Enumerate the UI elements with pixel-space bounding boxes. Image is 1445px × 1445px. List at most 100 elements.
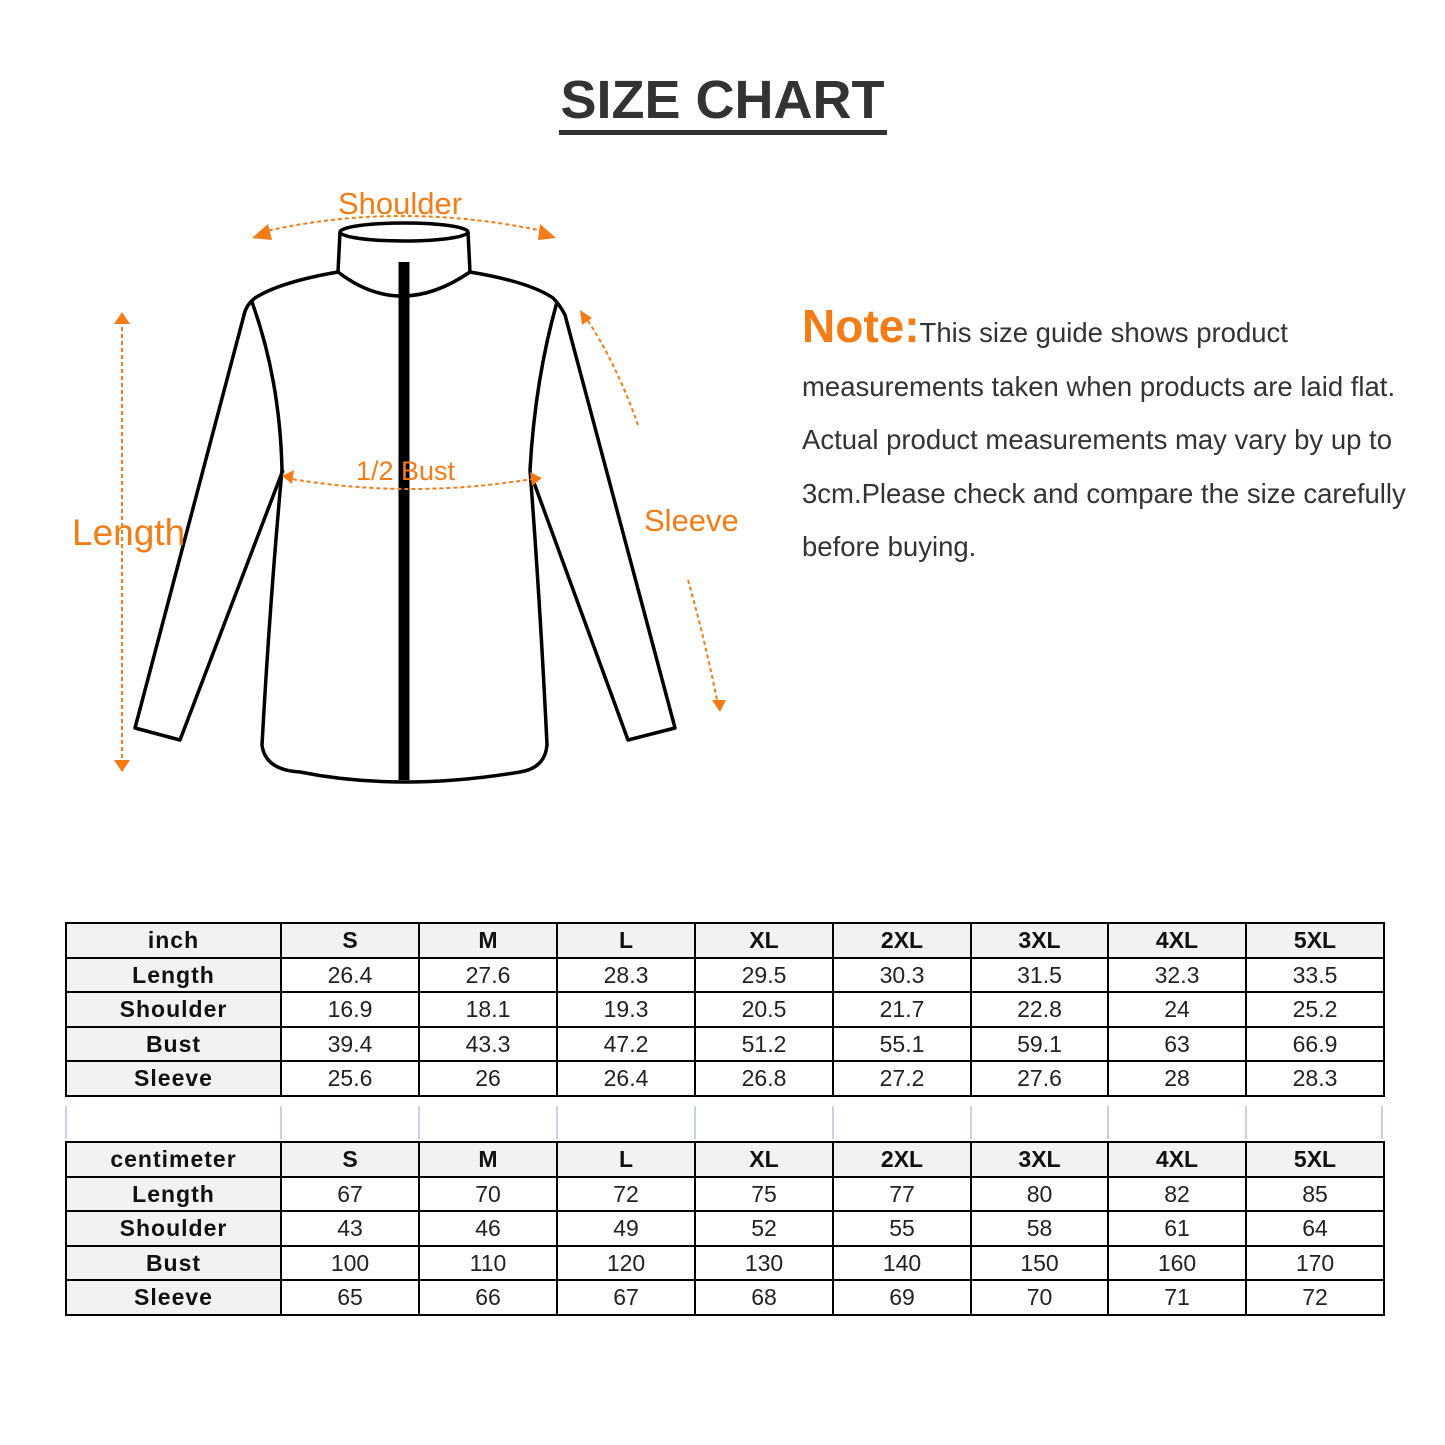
size-header: 2XL	[832, 922, 972, 959]
note: Note:This size guide shows product measu…	[802, 300, 1422, 574]
table-header-row: centimeter S M L XL 2XL 3XL 4XL 5XL	[65, 1141, 1385, 1178]
size-header: XL	[694, 1141, 834, 1178]
table-row: Bust 39.4 43.3 47.2 51.2 55.1 59.1 63 66.9	[65, 1025, 1385, 1062]
size-header: 2XL	[832, 1141, 972, 1178]
unit-header: centimeter	[65, 1141, 282, 1178]
measurement-cell: 77	[832, 1175, 972, 1212]
row-label: Length	[65, 956, 282, 993]
measurement-cell: 69	[832, 1279, 972, 1316]
table-row: Length 67 70 72 75 77 80 82 85	[65, 1175, 1385, 1212]
measurement-cell: 65	[280, 1279, 420, 1316]
measurement-cell: 70	[970, 1279, 1109, 1316]
unit-header: inch	[65, 922, 282, 959]
row-label: Sleeve	[65, 1060, 282, 1097]
measurement-cell: 25.2	[1245, 991, 1385, 1028]
measurement-cell: 28.3	[1245, 1060, 1385, 1097]
size-header: S	[280, 922, 420, 959]
sleeve-label: Sleeve	[644, 503, 739, 538]
row-label: Bust	[65, 1025, 282, 1062]
measurement-cell: 16.9	[280, 991, 420, 1028]
measurement-cell: 72	[1245, 1279, 1385, 1316]
measurement-cell: 120	[556, 1244, 696, 1281]
measurement-cell: 71	[1107, 1279, 1247, 1316]
measurement-cell: 59.1	[970, 1025, 1109, 1062]
measurement-cell: 67	[280, 1175, 420, 1212]
measurement-cell: 25.6	[280, 1060, 420, 1097]
shoulder-label: Shoulder	[338, 186, 463, 221]
measurement-cell: 19.3	[556, 991, 696, 1028]
table-row: Shoulder 43 46 49 52 55 58 61 64	[65, 1210, 1385, 1247]
size-header: XL	[694, 922, 834, 959]
measurement-cell: 72	[556, 1175, 696, 1212]
measurement-cell: 63	[1107, 1025, 1247, 1062]
measurement-cell: 47.2	[556, 1025, 696, 1062]
measurement-cell: 150	[970, 1244, 1109, 1281]
measurement-cell: 82	[1107, 1175, 1247, 1212]
table-spacer	[65, 1104, 1383, 1141]
inch-size-table: inch S M L XL 2XL 3XL 4XL 5XL Length 26.4 27.6 28.3 2…	[65, 922, 1385, 1097]
measurement-cell: 46	[418, 1210, 558, 1247]
measurement-cell: 43.3	[418, 1025, 558, 1062]
size-header: 3XL	[970, 922, 1109, 959]
measurement-cell: 66	[418, 1279, 558, 1316]
table-row: Sleeve 25.6 26 26.4 26.8 27.2 27.6 28 28.3	[65, 1060, 1385, 1097]
measurement-cell: 39.4	[280, 1025, 420, 1062]
measurement-cell: 80	[970, 1175, 1109, 1212]
bust-label: 1/2 Bust	[356, 456, 456, 486]
size-header: M	[418, 922, 558, 959]
measurement-cell: 18.1	[418, 991, 558, 1028]
measurement-cell: 28.3	[556, 956, 696, 993]
table-row: Sleeve 65 66 67 68 69 70 71 72	[65, 1279, 1385, 1316]
size-header: 4XL	[1107, 922, 1247, 959]
measurement-cell: 67	[556, 1279, 696, 1316]
centimeter-size-table: centimeter S M L XL 2XL 3XL 4XL 5XL Length 67 70 72 7…	[65, 1141, 1385, 1316]
measurement-cell: 20.5	[694, 991, 834, 1028]
measurement-cell: 55	[832, 1210, 972, 1247]
measurement-cell: 75	[694, 1175, 834, 1212]
row-label: Bust	[65, 1244, 282, 1281]
note-text: This size guide shows product measuremen…	[802, 317, 1406, 562]
size-header: 5XL	[1245, 922, 1385, 959]
measurement-cell: 26	[418, 1060, 558, 1097]
note-heading: Note:	[802, 300, 920, 352]
measurement-cell: 21.7	[832, 991, 972, 1028]
row-label: Shoulder	[65, 1210, 282, 1247]
measurement-cell: 28	[1107, 1060, 1247, 1097]
table-row: Length 26.4 27.6 28.3 29.5 30.3 31.5 32.3 33.5	[65, 956, 1385, 993]
row-label: Length	[65, 1175, 282, 1212]
measurement-cell: 49	[556, 1210, 696, 1247]
measurement-cell: 66.9	[1245, 1025, 1385, 1062]
size-header: 3XL	[970, 1141, 1109, 1178]
table-row: Shoulder 16.9 18.1 19.3 20.5 21.7 22.8 24 25.2	[65, 991, 1385, 1028]
measurement-cell: 140	[832, 1244, 972, 1281]
page-title: SIZE CHART	[0, 70, 1445, 135]
measurement-cell: 32.3	[1107, 956, 1247, 993]
measurement-cell: 70	[418, 1175, 558, 1212]
measurement-cell: 26.8	[694, 1060, 834, 1097]
measurement-cell: 100	[280, 1244, 420, 1281]
measurement-cell: 27.2	[832, 1060, 972, 1097]
table-header-row: inch S M L XL 2XL 3XL 4XL 5XL	[65, 922, 1385, 959]
row-label: Shoulder	[65, 991, 282, 1028]
measurement-cell: 51.2	[694, 1025, 834, 1062]
measurement-cell: 26.4	[280, 956, 420, 993]
row-label: Sleeve	[65, 1279, 282, 1316]
measurement-cell: 58	[970, 1210, 1109, 1247]
measurement-cell: 22.8	[970, 991, 1109, 1028]
jacket-diagram	[114, 215, 726, 784]
length-label: Length	[72, 512, 186, 553]
measurement-cell: 31.5	[970, 956, 1109, 993]
table-row: Bust 100 110 120 130 140 150 160 170	[65, 1244, 1385, 1281]
measurement-cell: 61	[1107, 1210, 1247, 1247]
measurement-cell: 52	[694, 1210, 834, 1247]
measurement-cell: 33.5	[1245, 956, 1385, 993]
measurement-cell: 170	[1245, 1244, 1385, 1281]
size-header: 4XL	[1107, 1141, 1247, 1178]
measurement-cell: 26.4	[556, 1060, 696, 1097]
size-header: S	[280, 1141, 420, 1178]
measurement-cell: 110	[418, 1244, 558, 1281]
measurement-cell: 27.6	[418, 956, 558, 993]
measurement-cell: 64	[1245, 1210, 1385, 1247]
measurement-cell: 85	[1245, 1175, 1385, 1212]
measurement-cell: 68	[694, 1279, 834, 1316]
